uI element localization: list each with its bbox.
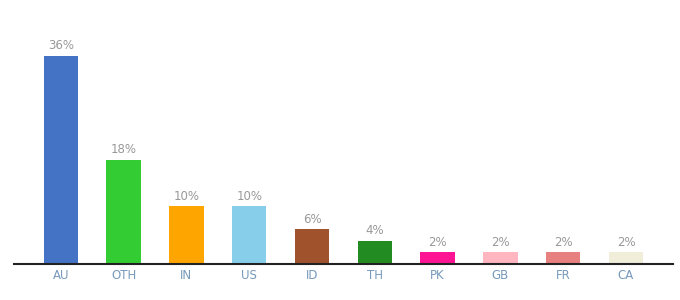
Bar xyxy=(294,229,329,264)
Bar xyxy=(609,252,643,264)
Bar xyxy=(169,206,204,264)
Text: 2%: 2% xyxy=(491,236,510,249)
Bar xyxy=(358,241,392,264)
Text: 10%: 10% xyxy=(173,190,199,203)
Bar xyxy=(44,56,78,264)
Text: 4%: 4% xyxy=(365,224,384,237)
Text: 10%: 10% xyxy=(236,190,262,203)
Bar xyxy=(232,206,267,264)
Text: 2%: 2% xyxy=(428,236,447,249)
Text: 18%: 18% xyxy=(111,143,137,156)
Bar xyxy=(106,160,141,264)
Text: 2%: 2% xyxy=(617,236,635,249)
Text: 2%: 2% xyxy=(554,236,573,249)
Bar xyxy=(483,252,517,264)
Text: 6%: 6% xyxy=(303,213,322,226)
Bar xyxy=(546,252,581,264)
Text: 36%: 36% xyxy=(48,39,74,52)
Bar xyxy=(420,252,455,264)
